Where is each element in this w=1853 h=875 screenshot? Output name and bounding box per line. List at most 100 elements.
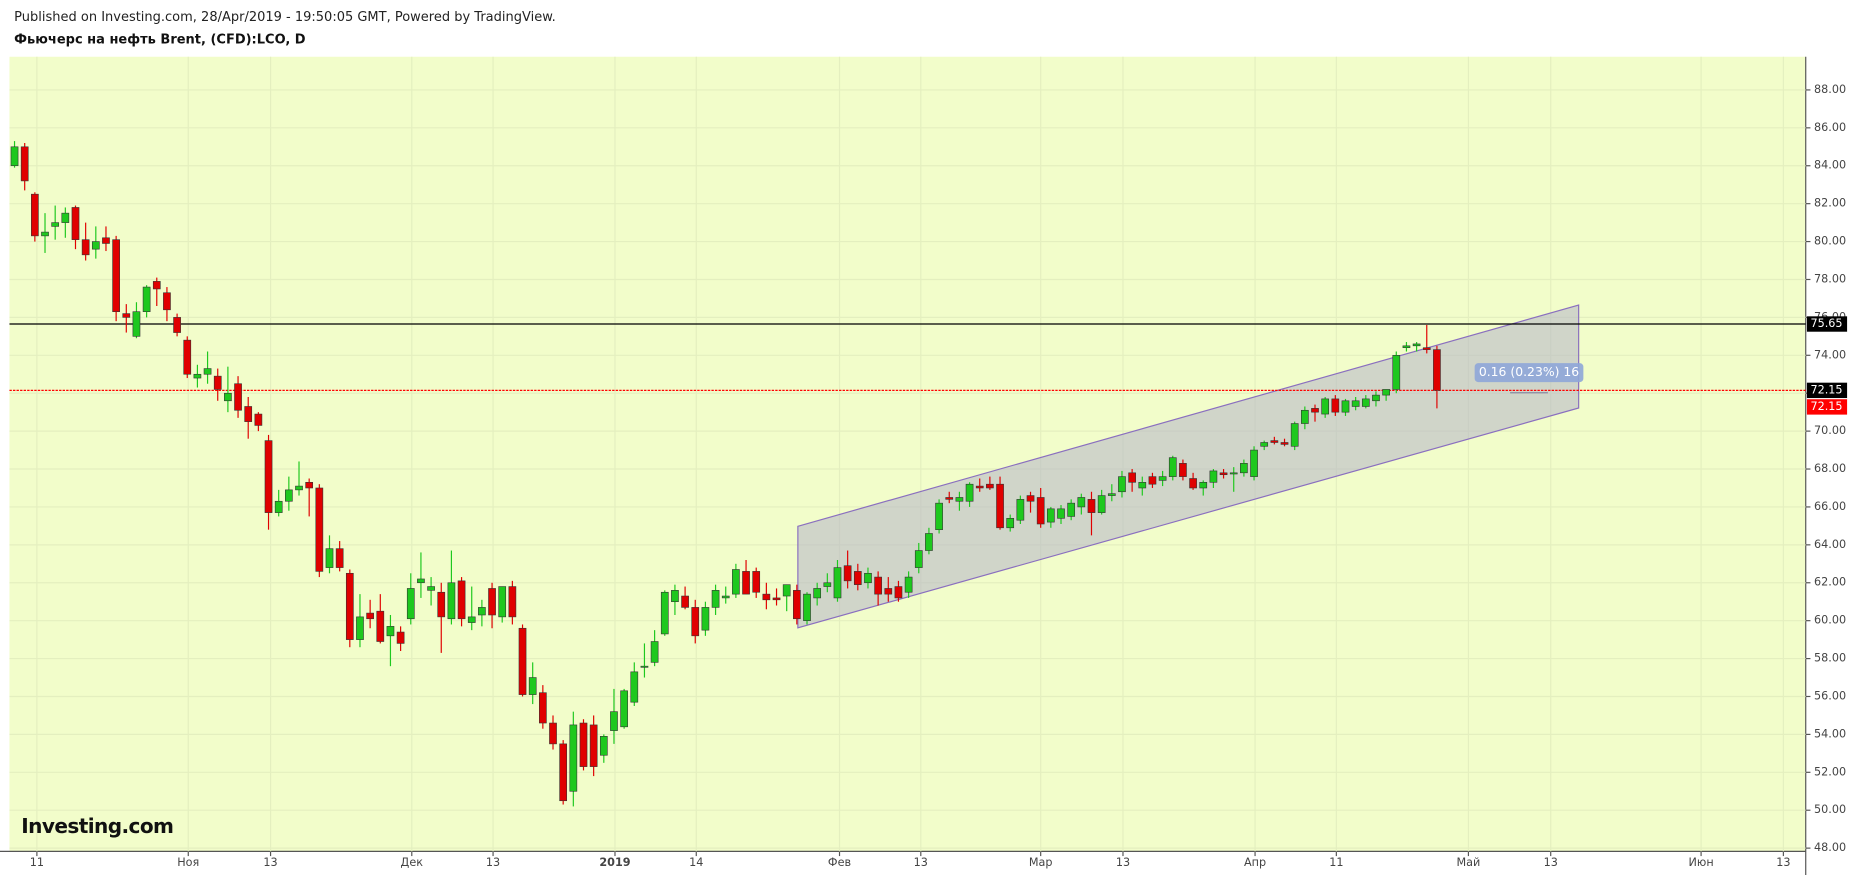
candle-body <box>1402 345 1411 349</box>
candle-body <box>742 571 750 595</box>
candle-body <box>843 565 852 582</box>
candle-body <box>1290 423 1299 447</box>
candle-body <box>203 368 212 375</box>
price-label-box <box>1806 316 1848 332</box>
candle-body <box>986 483 994 489</box>
candle-body <box>91 241 100 250</box>
candle-body <box>1321 398 1330 415</box>
y-tick-label: 82.00 <box>1814 197 1846 210</box>
candle-body <box>914 550 923 568</box>
candle-body <box>874 576 882 595</box>
candle-body <box>701 607 710 631</box>
candle-body <box>803 593 811 621</box>
y-tick-label: 64.00 <box>1814 538 1846 551</box>
candle-body <box>1036 497 1045 525</box>
candle-body <box>813 588 822 599</box>
candle-body <box>721 595 730 599</box>
x-tick-label: 11 <box>1329 856 1343 869</box>
x-tick-label: Июн <box>1689 856 1714 869</box>
candle-body <box>315 487 324 572</box>
chart-title: Фьючерс на нефть Brent, (CFD):LCO, D <box>14 33 306 48</box>
candle-body <box>1189 478 1197 489</box>
candle-body <box>528 677 537 695</box>
y-tick-label: 66.00 <box>1814 500 1846 513</box>
last-price-label: 72.15 <box>1810 400 1842 413</box>
candle-body <box>305 482 314 489</box>
candle-body <box>193 373 202 379</box>
candle-body <box>376 610 385 642</box>
candle-body <box>904 576 913 593</box>
candle-body <box>1250 449 1258 477</box>
candle-body <box>935 502 943 530</box>
candle-body <box>152 281 161 290</box>
candle-body <box>1118 476 1126 493</box>
candle-body <box>864 572 872 584</box>
y-tick-label: 56.00 <box>1814 689 1846 702</box>
candle-body <box>417 578 425 584</box>
candle-body <box>732 569 740 595</box>
x-tick-label: 13 <box>1544 856 1558 869</box>
candle-body <box>345 572 354 640</box>
candle-body <box>1341 400 1350 413</box>
y-tick-label: 86.00 <box>1814 121 1846 134</box>
candle-body <box>711 590 720 608</box>
candle-body <box>1361 398 1370 407</box>
candle-body <box>437 591 446 618</box>
candle-body <box>1138 482 1147 489</box>
candle-body <box>610 711 618 731</box>
y-tick-label: 84.00 <box>1814 159 1846 172</box>
candle-body <box>406 588 415 620</box>
candle-body <box>650 641 659 663</box>
candle-body <box>671 590 679 603</box>
x-tick-label: Фев <box>828 856 851 869</box>
candle-body <box>335 548 344 568</box>
candle-body <box>640 665 649 668</box>
candle-body <box>853 571 862 585</box>
plot-background <box>9 56 1806 852</box>
candle-body <box>762 593 771 601</box>
candle-body <box>752 571 761 593</box>
candle-body <box>20 146 29 182</box>
axes: 48.00 50.00 52.00 54.00 56.00 58.00 60.00 62.00… <box>30 83 1848 869</box>
candle-body <box>51 222 60 227</box>
candle-body <box>467 616 476 623</box>
candle-body <box>1392 355 1401 390</box>
candle-body <box>183 339 192 375</box>
candle-body <box>772 597 781 601</box>
candle-body <box>945 497 954 500</box>
candle-body <box>1351 400 1360 407</box>
y-tick-label: 88.00 <box>1814 83 1846 96</box>
candle-body <box>457 580 466 620</box>
x-tick-label: 2019 <box>599 856 630 869</box>
candle-body <box>71 207 80 240</box>
candle-body <box>620 690 628 728</box>
x-tick-label: 13 <box>263 856 277 869</box>
candle-body <box>1168 457 1177 477</box>
candle-body <box>518 627 527 695</box>
candle-body <box>1311 408 1319 413</box>
candle-body <box>31 193 39 237</box>
candle-body <box>264 440 273 513</box>
candle-body <box>569 724 578 792</box>
candle-body <box>254 413 263 426</box>
candle-body <box>132 311 141 337</box>
candle-body <box>1270 440 1279 443</box>
y-tick-label: 80.00 <box>1814 235 1846 248</box>
y-tick-label: 54.00 <box>1814 727 1846 740</box>
candle-body <box>559 743 568 802</box>
candle-body <box>1382 389 1390 396</box>
candle-body <box>579 722 588 767</box>
candle-body <box>955 497 964 502</box>
x-tick-label: Ноя <box>177 856 199 869</box>
candle-body <box>61 212 70 223</box>
candle-body <box>833 567 842 599</box>
candle-body <box>1047 508 1055 523</box>
y-tick-label: 50.00 <box>1814 803 1846 816</box>
candle-body <box>396 631 405 644</box>
x-tick-label: 13 <box>1116 856 1130 869</box>
candle-body <box>539 692 547 724</box>
x-tick-label: Мар <box>1029 856 1053 869</box>
candle-body <box>112 239 120 312</box>
candle-body <box>1148 476 1157 485</box>
candle-body <box>1016 499 1025 521</box>
